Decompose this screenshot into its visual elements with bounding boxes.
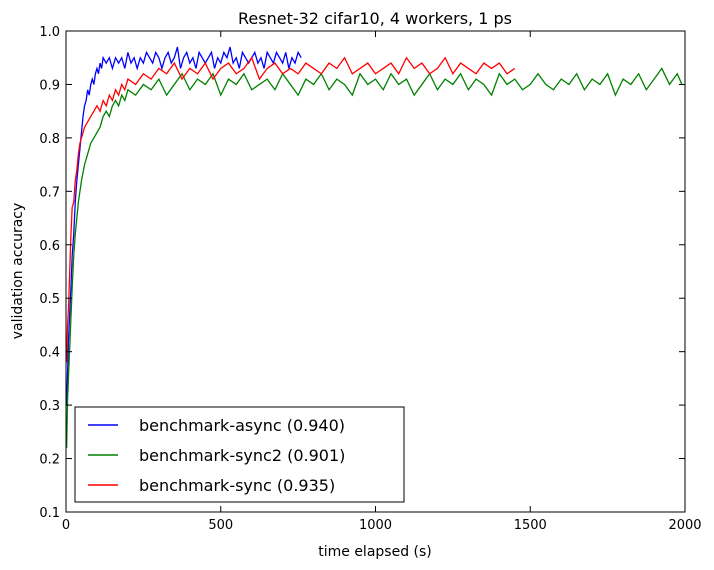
series-2: [65, 56, 516, 363]
series-1: [65, 67, 683, 448]
y-tick-label: 0.9: [39, 78, 60, 93]
x-tick-label: 1500: [514, 518, 547, 533]
x-tick-label: 500: [208, 518, 233, 533]
x-tick-label: 1000: [359, 518, 392, 533]
y-tick-label: 0.5: [39, 292, 60, 307]
y-tick-label: 0.3: [39, 399, 60, 414]
series-line: [65, 46, 302, 406]
y-axis-ticks: 0.1 0.2 0.3 0.4 0.5 0.6 0.7 0.8 0.9 1.0: [39, 25, 685, 521]
y-tick-label: 0.2: [39, 453, 60, 468]
x-axis-label: time elapsed (s): [318, 544, 432, 560]
x-tick-label: 0: [62, 518, 70, 533]
series-line: [65, 67, 683, 448]
legend-label: benchmark-sync2 (0.901): [139, 446, 345, 465]
chart-title: Resnet-32 cifar10, 4 workers, 1 ps: [238, 9, 512, 28]
y-tick-label: 0.6: [39, 239, 60, 254]
series-0: [65, 46, 302, 406]
y-tick-label: 0.1: [39, 506, 60, 521]
y-tick-label: 1.0: [39, 25, 60, 40]
y-tick-label: 0.7: [39, 185, 60, 200]
x-tick-label: 2000: [668, 518, 701, 533]
y-tick-label: 0.4: [39, 346, 60, 361]
legend-box: [74, 406, 405, 503]
y-axis-label: validation accuracy: [10, 203, 26, 340]
series-line: [65, 56, 516, 363]
legend-label: benchmark-async (0.940): [139, 416, 345, 435]
series-layer: [65, 46, 683, 448]
x-axis-ticks: 0 500 1000 1500 2000: [62, 31, 702, 533]
legend-label: benchmark-sync (0.935): [139, 476, 335, 495]
legend: benchmark-async (0.940) benchmark-sync2 (…: [74, 406, 405, 503]
y-tick-label: 0.8: [39, 132, 60, 147]
